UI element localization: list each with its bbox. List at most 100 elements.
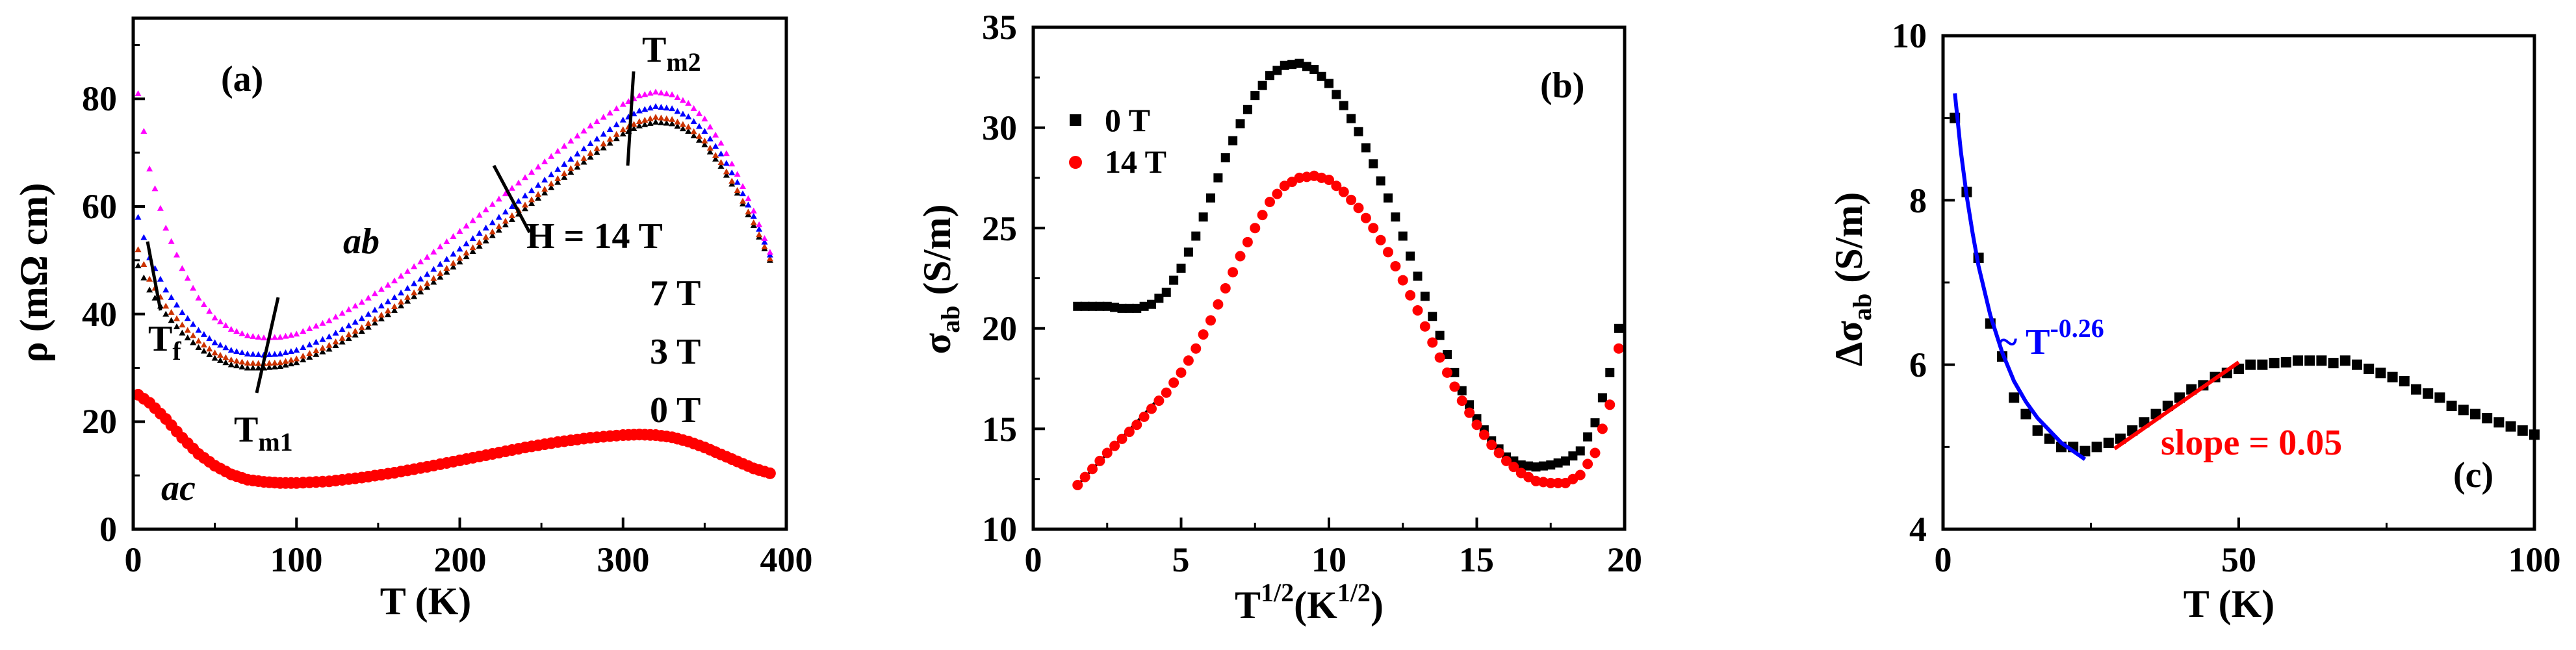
a-point-0-95 xyxy=(706,148,714,155)
c-point-48 xyxy=(2517,425,2528,436)
a-point-3-83 xyxy=(641,91,649,97)
a-point-1-81 xyxy=(630,121,638,127)
a-point-1-102 xyxy=(745,208,752,215)
a-point-0-61 xyxy=(502,221,509,228)
b-point-1-49 xyxy=(1434,352,1445,363)
a-point-1-82 xyxy=(636,118,643,125)
a-point-2-58 xyxy=(482,224,489,231)
a-point-3-87 xyxy=(663,90,670,97)
a-xtick-2: 200 xyxy=(434,540,487,579)
a-point-0-91 xyxy=(685,127,692,134)
b-point-0-16 xyxy=(1191,231,1201,241)
b-point-0-63 xyxy=(1538,461,1548,471)
a-point-1-83 xyxy=(641,116,649,123)
a-point-1-17 xyxy=(227,356,235,363)
a-point-3-53 xyxy=(450,233,457,240)
a-point-2-0 xyxy=(135,214,142,220)
b-point-0-72 xyxy=(1605,368,1615,377)
a-point-0-20 xyxy=(244,364,251,371)
c-point-11 xyxy=(2080,445,2091,456)
b-point-1-19 xyxy=(1213,299,1224,310)
a-point-2-13 xyxy=(206,335,213,342)
c-point-46 xyxy=(2493,417,2505,428)
a-point-0-97 xyxy=(717,162,725,169)
a-point-0-3 xyxy=(151,294,159,301)
c-point-47 xyxy=(2505,421,2516,432)
b-point-0-51 xyxy=(1450,368,1460,377)
a-point-3-44 xyxy=(391,277,398,284)
a-point-3-94 xyxy=(701,115,708,121)
a-point-0-69 xyxy=(554,179,561,185)
b-point-0-66 xyxy=(1561,456,1570,466)
a-point-2-78 xyxy=(613,121,620,127)
c-point-40 xyxy=(2423,388,2434,399)
a-point-3-2 xyxy=(146,165,153,171)
a-xtick-3: 300 xyxy=(597,540,650,579)
a-point-3-29 xyxy=(293,331,300,337)
a-point-1-57 xyxy=(476,239,483,245)
b-point-0-31 xyxy=(1302,62,1311,71)
a-point-1-105 xyxy=(761,243,768,249)
a-point-3-45 xyxy=(398,272,405,279)
a-point-3-70 xyxy=(561,142,568,149)
a-point-1-28 xyxy=(287,356,294,363)
a-point-1-5 xyxy=(162,303,170,309)
b-ytick-5: 35 xyxy=(982,8,1017,47)
a-point-3-23 xyxy=(261,334,267,341)
b-point-1-46 xyxy=(1412,305,1423,316)
b-point-1-69 xyxy=(1582,458,1593,469)
b-point-1-24 xyxy=(1250,223,1261,234)
a-point-0-41 xyxy=(371,319,378,326)
a-point-0-0 xyxy=(135,262,142,269)
a-point-1-75 xyxy=(593,145,600,151)
c-point-30 xyxy=(2304,355,2315,366)
a-point-1-85 xyxy=(652,114,659,120)
panel-c: 0 50 100 4 6 8 10 T (K) Δσab(S/m) (c) ~ … xyxy=(1827,16,2561,625)
a-point-0-35 xyxy=(332,342,339,349)
a-point-0-29 xyxy=(293,359,300,366)
b-point-0-25 xyxy=(1257,81,1267,90)
a-point-3-57 xyxy=(476,212,483,218)
a-point-1-22 xyxy=(255,360,262,366)
a-point-1-9 xyxy=(184,327,191,333)
a-point-3-50 xyxy=(430,248,437,255)
a-point-3-106 xyxy=(766,249,773,255)
a-point-2-91 xyxy=(685,113,692,119)
a-point-0-70 xyxy=(561,173,568,180)
a-point-1-43 xyxy=(384,307,391,314)
a-point-0-60 xyxy=(495,227,502,233)
a-point-2-100 xyxy=(734,179,741,185)
a-point-1-101 xyxy=(740,197,746,204)
a-point-2-26 xyxy=(277,350,284,356)
b-point-0-64 xyxy=(1546,460,1556,470)
b-point-0-2 xyxy=(1088,301,1097,311)
a-point-3-11 xyxy=(195,294,202,301)
a-point-2-14 xyxy=(211,339,218,345)
a-point-2-19 xyxy=(238,349,246,356)
a-point-3-100 xyxy=(734,171,741,177)
a-point-0-78 xyxy=(613,135,620,142)
a-point-0-27 xyxy=(282,362,289,368)
a-point-1-90 xyxy=(679,121,686,127)
a-point-3-1 xyxy=(140,127,148,134)
a-point-0-49 xyxy=(424,284,431,290)
a-point-3-33 xyxy=(319,319,326,326)
a-point-3-90 xyxy=(679,97,686,103)
c-power-fit-label: ~ T-0.26 xyxy=(1998,314,2104,362)
a-point-3-75 xyxy=(593,118,600,125)
a-point-2-50 xyxy=(430,266,437,272)
b-point-1-59 xyxy=(1508,462,1519,473)
a-point-3-25 xyxy=(271,334,278,340)
a-point-0-31 xyxy=(306,353,313,360)
a-point-0-26 xyxy=(277,362,284,369)
b-xlabel: T1/2(K1/2) xyxy=(1235,578,1384,627)
a-point-0-89 xyxy=(674,123,681,129)
a-point-2-48 xyxy=(417,275,424,282)
b-xtick-3: 15 xyxy=(1459,540,1494,579)
b-point-0-13 xyxy=(1169,275,1179,285)
a-point-3-28 xyxy=(287,331,294,338)
a-point-3-74 xyxy=(587,122,594,129)
a-point-0-48 xyxy=(417,288,424,295)
a-point-0-42 xyxy=(378,315,385,321)
a-point-0-57 xyxy=(476,242,483,249)
